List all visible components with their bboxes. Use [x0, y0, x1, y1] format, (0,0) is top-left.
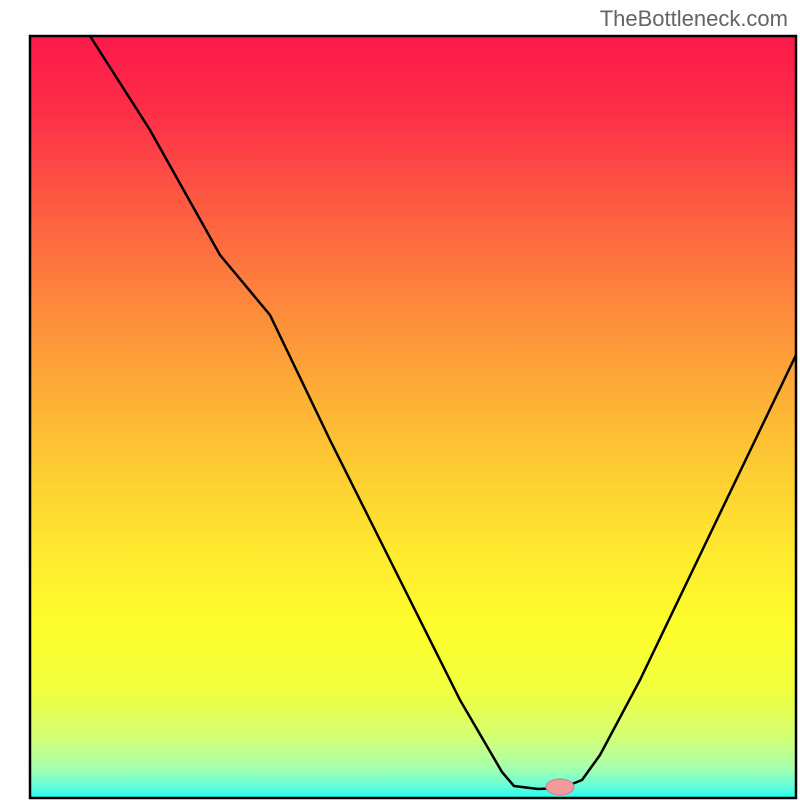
- chart-container: TheBottleneck.com: [0, 0, 800, 800]
- optimal-point-marker: [546, 779, 574, 795]
- bottleneck-chart: [0, 0, 800, 800]
- gradient-background: [30, 36, 796, 798]
- attribution-text: TheBottleneck.com: [600, 6, 788, 32]
